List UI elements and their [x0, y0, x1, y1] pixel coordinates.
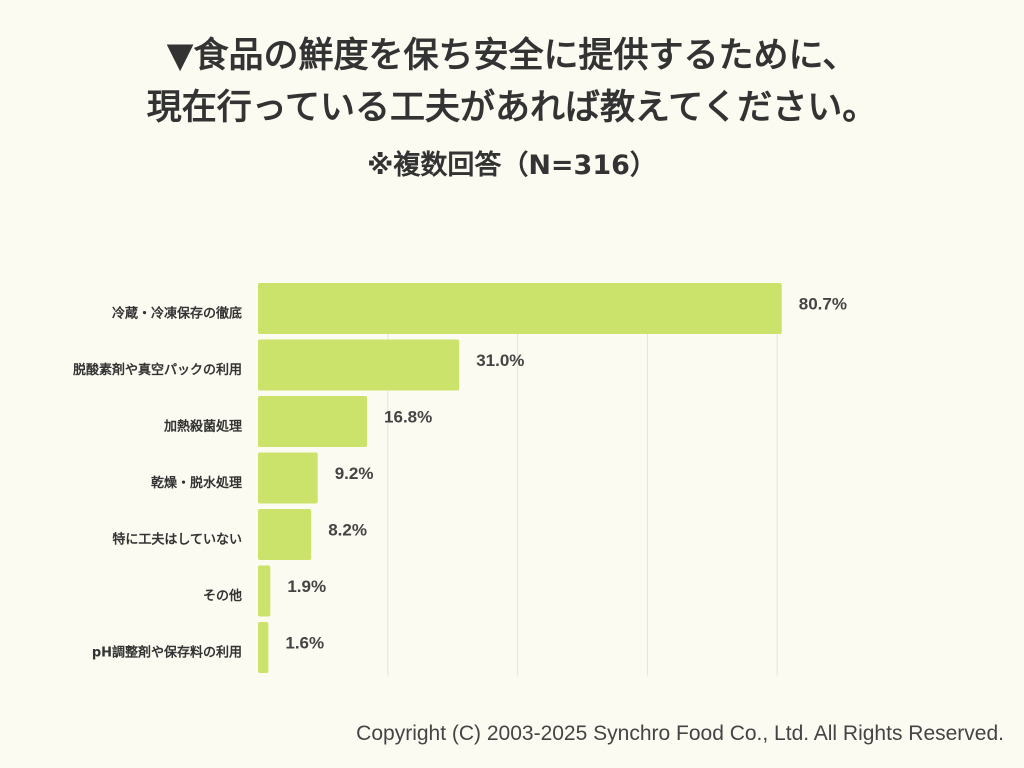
value-label: 1.6%: [285, 634, 324, 653]
category-label: 脱酸素剤や真空パックの利用: [73, 362, 242, 378]
chart-subtitle: ※複数回答（N=316）: [367, 150, 657, 181]
bar: [258, 283, 782, 334]
category-label: 乾燥・脱水処理: [151, 475, 242, 491]
value-label: 16.8%: [384, 408, 432, 427]
bar: [258, 565, 271, 617]
value-label: 80.7%: [799, 295, 847, 314]
value-label: 1.9%: [287, 577, 326, 596]
category-label: その他: [203, 588, 242, 604]
bar: [258, 396, 368, 447]
category-label: 加熱殺菌処理: [163, 419, 242, 435]
bar: [258, 452, 318, 504]
chart-title-line-1: ▼食品の鮮度を保ち安全に提供するために、: [166, 36, 858, 76]
value-label: 31.0%: [476, 351, 524, 370]
category-label: 特に工夫はしていない: [112, 532, 242, 548]
category-label: pH調整剤や保存料の利用: [92, 645, 242, 661]
bar: [258, 622, 269, 673]
bar: [258, 339, 460, 391]
chart-title-line-2: 現在行っている工夫があれば教えてください。: [146, 88, 878, 128]
copyright-notice: Copyright (C) 2003-2025 Synchro Food Co.…: [356, 722, 1004, 745]
category-label: 冷蔵・冷凍保存の徹底: [112, 306, 242, 322]
value-label: 9.2%: [335, 464, 374, 483]
bar: [258, 509, 312, 560]
value-label: 8.2%: [328, 521, 367, 540]
chart-title: ▼食品の鮮度を保ち安全に提供するために、 現在行っている工夫があれば教えてくださ…: [0, 30, 1024, 134]
